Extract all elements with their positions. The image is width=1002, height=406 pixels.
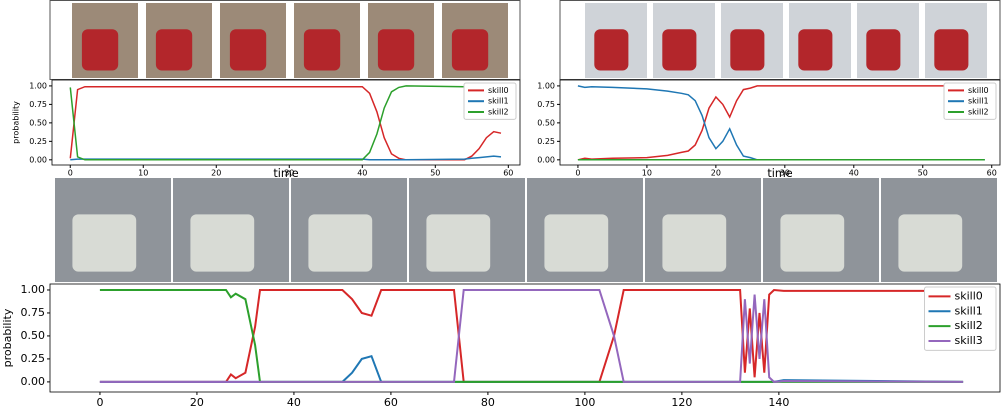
series-line [577,85,985,161]
legend-label: skill1 [488,97,509,106]
x-tick-label: 20 [211,169,221,178]
series-line [99,289,964,383]
x-tick-label: 40 [287,396,301,406]
legend-label: skill3 [955,334,983,347]
frame-detail [544,214,609,272]
frame-detail [426,214,491,272]
x-tick-label: 0 [68,169,73,178]
y-tick-label: 0.50 [29,118,47,127]
legend-label: skill0 [968,86,989,95]
frame-detail [662,29,697,71]
y-tick-label: 0.50 [21,329,46,342]
x-tick-label: 60 [987,169,997,178]
x-tick-label: 0 [96,396,103,406]
frame-detail [866,29,901,71]
frame-detail [594,29,629,71]
x-tick-label: 50 [430,169,440,178]
frame-detail [451,29,489,71]
y-axis-label: probability [12,101,21,144]
frame-detail [377,29,415,71]
frame-detail [308,214,373,272]
frame-detail [898,214,963,272]
y-tick-label: 0.00 [21,375,46,388]
frame-detail [798,29,833,71]
y-tick-label: 0.25 [29,137,47,146]
y-tick-label: 0.00 [29,155,47,164]
x-tick-label: 10 [642,169,652,178]
x-tick-label: 140 [768,396,789,406]
x-axis-label: time [767,167,792,180]
strip-frame [49,0,521,80]
x-tick-label: 40 [357,169,367,178]
y-tick-label: 0.75 [21,306,46,319]
frame-detail [662,214,727,272]
x-tick-label: 10 [138,169,148,178]
x-tick-label: 0 [575,169,580,178]
legend-box [463,82,517,120]
plot-frame [49,283,1001,393]
y-tick-label: 0.00 [537,155,555,164]
y-tick-label: 0.75 [29,100,47,109]
x-tick-label: 60 [384,396,398,406]
frame-detail [190,214,255,272]
frame-detail [81,29,119,71]
x-tick-label: 80 [481,396,495,406]
x-axis-label: time [273,167,298,180]
legend-label: skill2 [955,319,983,332]
x-tick-label: 50 [918,169,928,178]
x-tick-label: 40 [849,169,859,178]
y-tick-label: 1.00 [29,81,47,90]
y-tick-label: 1.00 [21,283,46,296]
x-tick-label: 30 [780,169,790,178]
legend-label: skill2 [968,108,989,117]
series-line [69,85,502,161]
legend-label: skill0 [488,86,509,95]
frame-detail [229,29,267,71]
legend-label: skill1 [968,97,989,106]
x-tick-label: 120 [671,396,692,406]
legend-label: skill2 [488,108,509,117]
plot-frame [51,79,521,166]
x-tick-label: 20 [711,169,721,178]
series-line [577,85,985,161]
y-tick-label: 0.25 [21,352,46,365]
x-tick-label: 60 [503,169,513,178]
y-tick-label: 0.50 [537,118,555,127]
x-tick-label: 30 [284,169,294,178]
image-strips [49,0,1001,282]
series-line [99,289,964,383]
frame-detail [934,29,969,71]
legend-label: skill0 [955,289,983,302]
legend-box [924,286,997,351]
frame-detail [780,214,845,272]
frame-detail [730,29,765,71]
strip-frame [559,0,1001,80]
y-tick-label: 0.25 [537,137,555,146]
frame-detail [155,29,193,71]
legend-box [943,82,997,120]
y-tick-label: 0.75 [537,100,555,109]
x-tick-label: 20 [190,396,204,406]
x-tick-label: 100 [574,396,595,406]
frame-detail [72,214,137,272]
y-tick-label: 1.00 [537,81,555,90]
plot-frame [559,79,1001,166]
series-line [69,85,502,161]
frame-detail [303,29,341,71]
series-line [99,288,964,383]
legend-label: skill1 [955,304,983,317]
y-axis-label: probability [1,308,14,367]
